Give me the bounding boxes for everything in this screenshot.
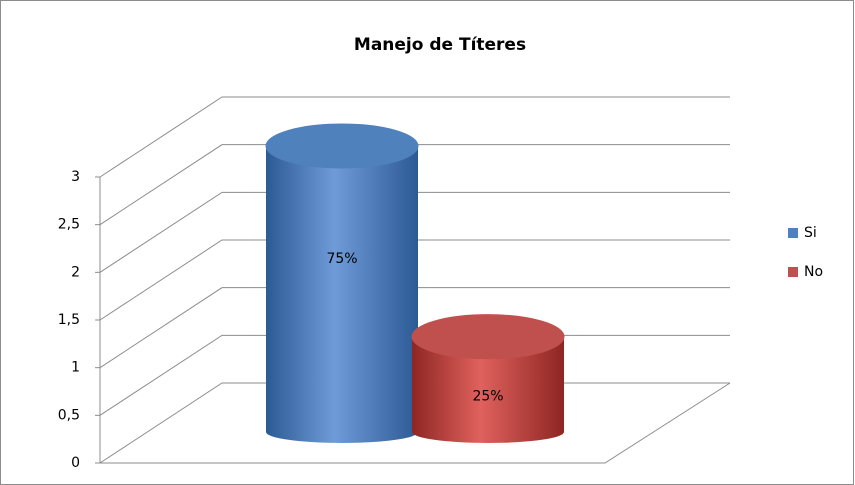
- y-tick-label: 1: [71, 360, 80, 376]
- data-label: 75%: [326, 251, 357, 267]
- legend-swatch: [788, 228, 798, 238]
- cylinder-top: [265, 123, 419, 169]
- y-tick-label: 3: [71, 169, 80, 185]
- grid-line: [99, 144, 730, 226]
- y-tick-label: 0: [71, 455, 80, 471]
- y-tick-label: 2: [71, 264, 80, 280]
- legend-label: No: [804, 264, 823, 280]
- legend-swatch: [788, 267, 798, 277]
- legend-label: Si: [804, 225, 817, 241]
- grid-line: [99, 239, 730, 321]
- chart-title: Manejo de Títeres: [354, 35, 526, 55]
- y-tick-label: 0,5: [58, 407, 80, 423]
- grid-line: [99, 287, 730, 369]
- y-tick-label: 2,5: [58, 217, 80, 233]
- data-label: 25%: [472, 388, 503, 404]
- cylinder-body: [412, 336, 564, 443]
- cylinder-top: [411, 314, 565, 360]
- grid-line: [99, 96, 730, 178]
- y-tick-label: 1,5: [58, 312, 80, 328]
- cylinder-body: [266, 146, 418, 443]
- floor: [100, 382, 731, 464]
- grid-line: [99, 191, 730, 273]
